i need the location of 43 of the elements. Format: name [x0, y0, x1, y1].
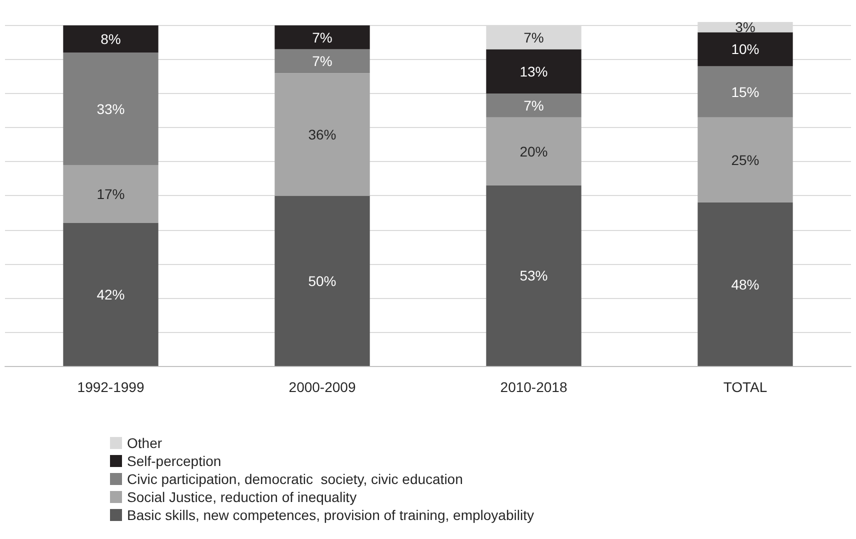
bar — [274, 73, 370, 196]
bar — [486, 94, 582, 118]
x-tick-label: 1992-1999 — [77, 379, 144, 395]
legend-label: Basic skills, new competences, provision of training, employability — [127, 507, 534, 523]
legend-label: Civic participation, democratic society, civic education — [127, 471, 463, 487]
data-label: 20% — [520, 143, 548, 160]
legend-label: Self-perception — [127, 453, 222, 469]
x-tick-label: 2010-2018 — [500, 379, 568, 395]
data-label: 15% — [731, 84, 760, 100]
x-tick-label: TOTAL — [723, 379, 768, 395]
data-label: 10% — [731, 41, 760, 58]
bar — [486, 49, 582, 94]
bar — [274, 25, 370, 50]
data-label: 42% — [96, 286, 125, 302]
data-label: 25% — [731, 152, 760, 168]
bar — [698, 32, 793, 66]
data-label: 17% — [96, 186, 125, 202]
legend-label: Other — [127, 435, 162, 451]
bar — [486, 117, 582, 186]
data-label: 36% — [308, 126, 336, 142]
data-label: 3% — [735, 19, 756, 36]
bar — [698, 66, 793, 118]
bar — [63, 52, 158, 166]
data-label: 13% — [520, 63, 548, 80]
legend-label: Social Justice, reduction of inequality — [127, 489, 357, 505]
bar — [63, 165, 158, 223]
data-label: 7% — [524, 29, 544, 46]
bar — [486, 185, 582, 366]
data-label: 53% — [520, 268, 548, 284]
data-label: 7% — [524, 97, 544, 114]
data-label: 33% — [96, 100, 125, 117]
bar — [274, 49, 370, 74]
bar — [63, 25, 158, 53]
data-label: 48% — [731, 276, 760, 292]
bar — [274, 196, 370, 366]
bar — [63, 222, 158, 366]
data-label: 50% — [308, 272, 336, 289]
data-label: 7% — [312, 29, 332, 46]
data-label: 7% — [312, 53, 332, 70]
bar — [698, 117, 793, 203]
bar — [698, 202, 793, 366]
data-label: 8% — [100, 31, 121, 48]
x-tick-label: 2000-2009 — [288, 379, 356, 395]
